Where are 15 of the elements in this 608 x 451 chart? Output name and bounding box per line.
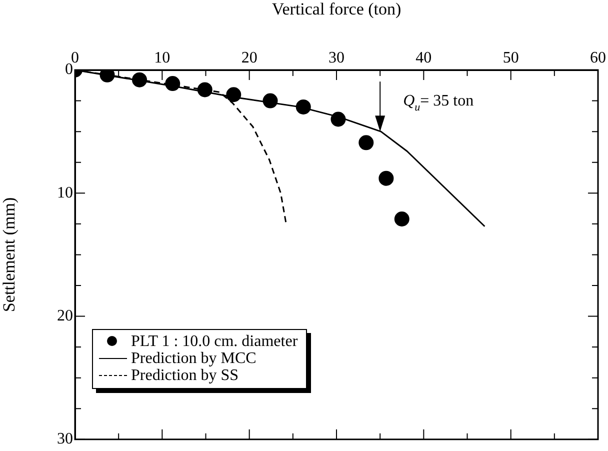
x-tick-label: 40 xyxy=(416,50,432,67)
x-tick-label: 30 xyxy=(328,50,344,67)
x-tick-label: 60 xyxy=(590,50,606,67)
x-tick-label: 10 xyxy=(154,50,170,67)
x-axis-title: Vertical force (ton) xyxy=(272,0,402,19)
legend-label: Prediction by SS xyxy=(131,366,239,384)
x-tick-label: 20 xyxy=(241,50,258,67)
legend-label: Prediction by MCC xyxy=(131,350,256,367)
y-tick-label: 10 xyxy=(57,184,73,202)
y-tick-label: 20 xyxy=(57,307,73,324)
legend-label: PLT 1 : 10.0 cm. diameter xyxy=(131,332,298,350)
y-tick-label: 30 xyxy=(57,430,73,448)
y-axis-title: Settlement (mm) xyxy=(0,197,19,312)
y-tick-label: 0 xyxy=(65,61,73,78)
x-tick-label: 50 xyxy=(502,50,519,67)
